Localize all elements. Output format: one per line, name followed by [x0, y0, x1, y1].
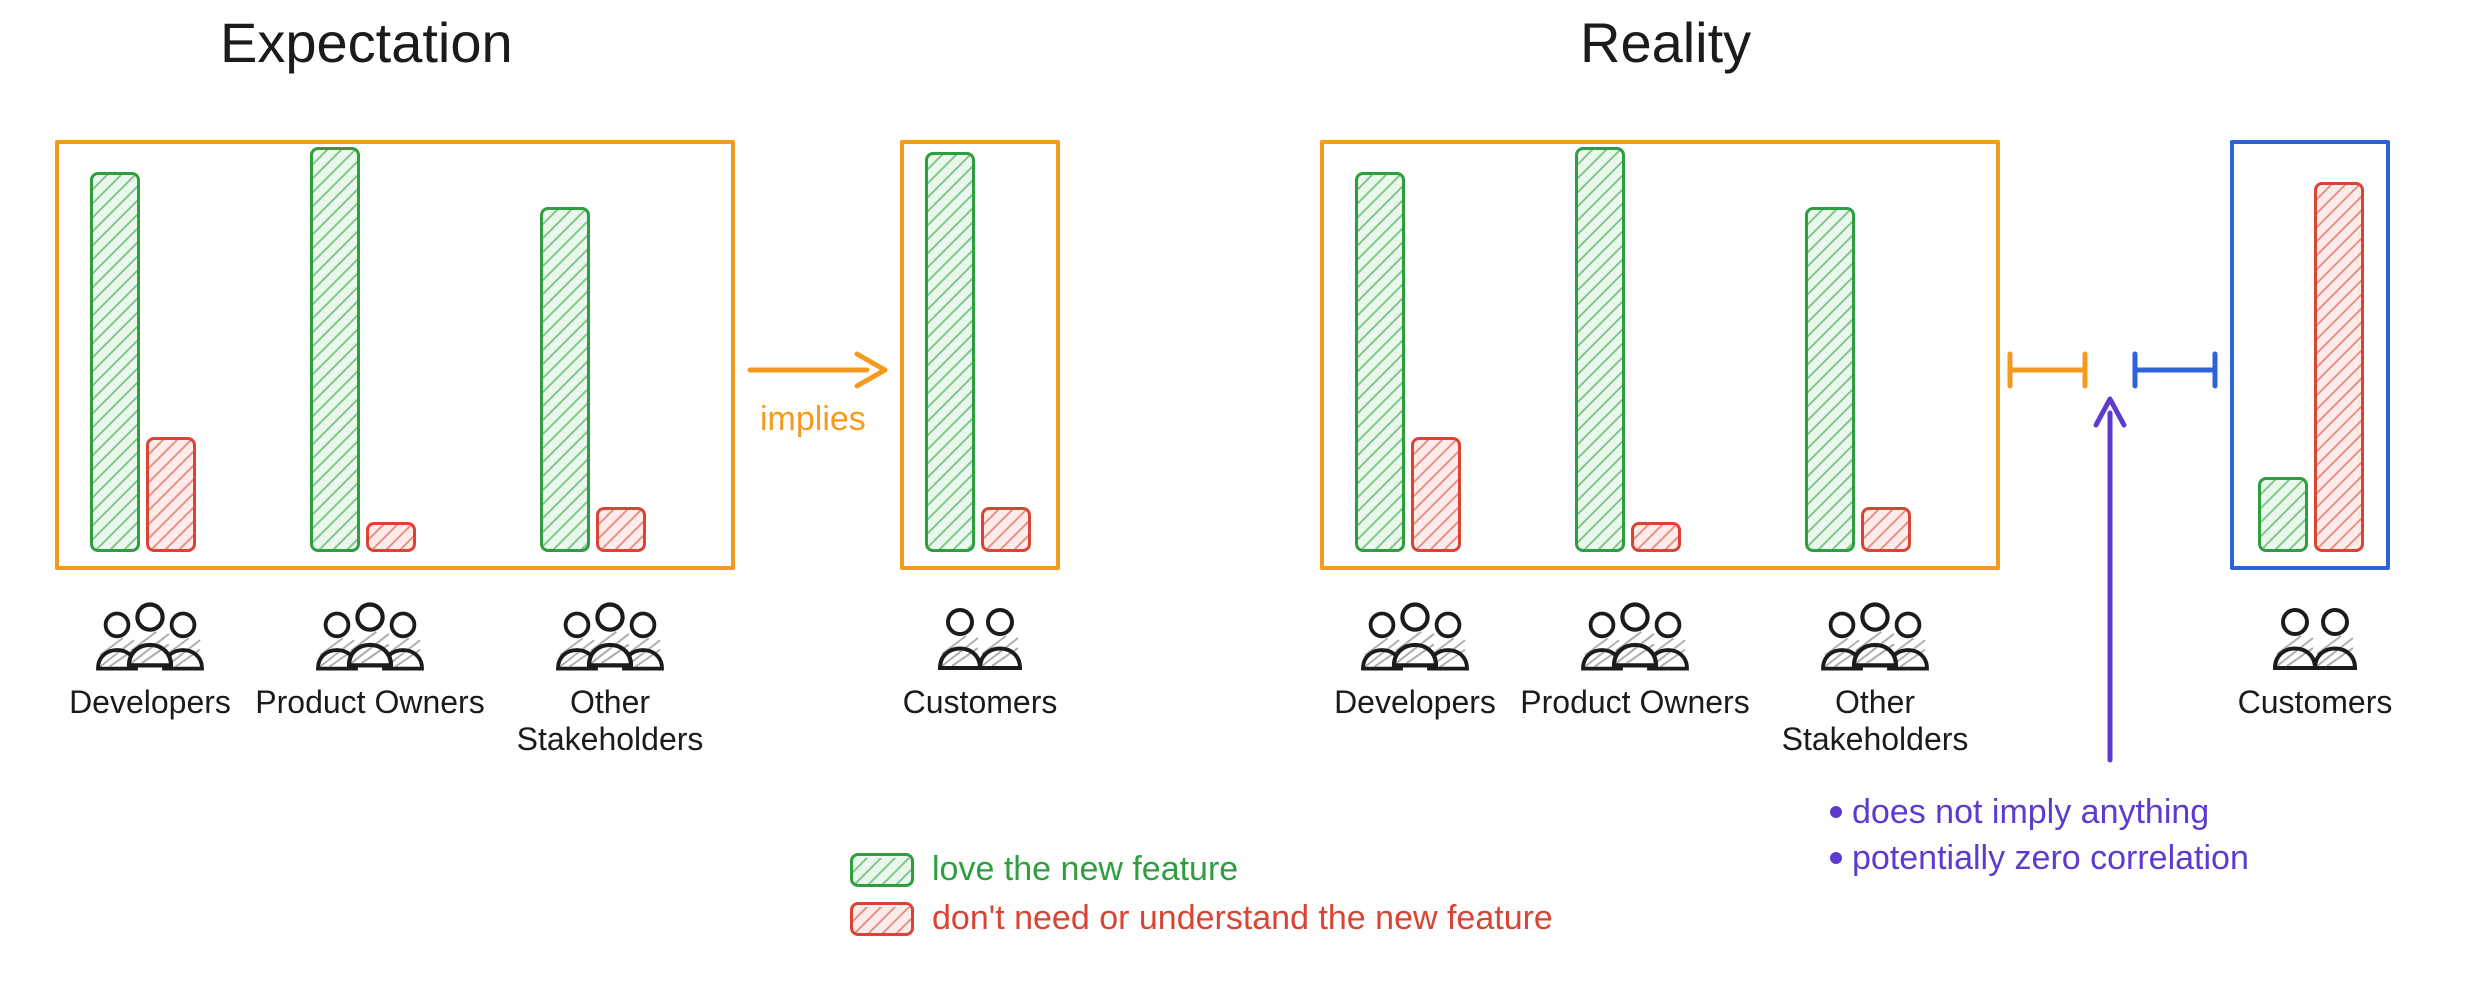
bar-group-customers: [2258, 182, 2364, 552]
bar-group-product_owners: [310, 147, 416, 552]
bar-red: [1631, 522, 1681, 552]
bar-red: [1411, 437, 1461, 552]
bar-green: [1355, 172, 1405, 552]
bar-red: [2314, 182, 2364, 552]
group-label-other_stakeholders: OtherStakeholders: [1765, 684, 1985, 758]
group-label-product_owners: Product Owners: [1515, 684, 1755, 721]
bar-green: [925, 152, 975, 552]
bar-group-other_stakeholders: [1805, 207, 1911, 552]
people-icon: [915, 590, 1045, 685]
legend-swatch: [850, 853, 914, 887]
bar-red: [146, 437, 196, 552]
people-icon: [545, 590, 675, 685]
people-icon: [85, 590, 215, 685]
diagram-canvas: Expectation Developers: [0, 0, 2473, 989]
bar-group-developers: [90, 172, 196, 552]
people-icon: [2250, 590, 2380, 685]
legend-label: love the new feature: [932, 850, 1238, 889]
bar-red: [366, 522, 416, 552]
legend-item-red: don't need or understand the new feature: [850, 899, 1553, 938]
annotation-text: does not imply anythingpotentially zero …: [1830, 790, 2249, 882]
bar-group-developers: [1355, 172, 1461, 552]
arrow-label: implies: [760, 400, 866, 439]
bar-green: [2258, 477, 2308, 552]
bar-green: [540, 207, 590, 552]
group-label-developers: Developers: [1325, 684, 1505, 721]
people-icon: [305, 590, 435, 685]
people-icon: [1570, 590, 1700, 685]
panel-title: Reality: [1580, 10, 1751, 75]
group-label-other_stakeholders: OtherStakeholders: [500, 684, 720, 758]
group-label-product_owners: Product Owners: [250, 684, 490, 721]
legend-swatch: [850, 902, 914, 936]
group-label-developers: Developers: [60, 684, 240, 721]
legend-item-green: love the new feature: [850, 850, 1553, 889]
bar-group-customers: [925, 152, 1031, 552]
bar-green: [1805, 207, 1855, 552]
bar-green: [310, 147, 360, 552]
bar-red: [1861, 507, 1911, 552]
legend: love the new feature don't need or under…: [850, 850, 1553, 948]
bar-group-other_stakeholders: [540, 207, 646, 552]
people-icon: [1810, 590, 1940, 685]
bar-green: [1575, 147, 1625, 552]
legend-label: don't need or understand the new feature: [932, 899, 1553, 938]
bar-green: [90, 172, 140, 552]
bar-red: [981, 507, 1031, 552]
group-label-customers: Customers: [880, 684, 1080, 721]
panel-title: Expectation: [220, 10, 513, 75]
group-label-customers: Customers: [2215, 684, 2415, 721]
people-icon: [1350, 590, 1480, 685]
bar-red: [596, 507, 646, 552]
bar-group-product_owners: [1575, 147, 1681, 552]
